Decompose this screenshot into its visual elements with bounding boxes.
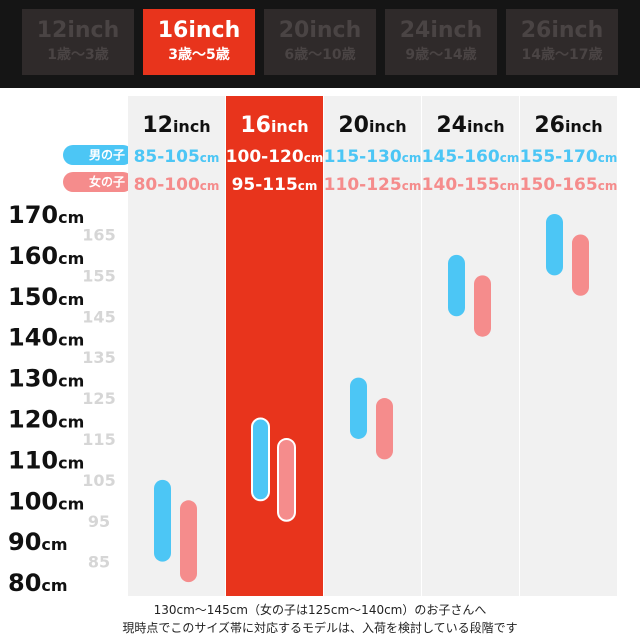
y-major-tick-label: 80cm (8, 569, 68, 597)
tab-size-label: 24inch (399, 18, 483, 43)
y-major-tick-label: 170cm (8, 201, 84, 229)
y-major-tick-label: 120cm (8, 406, 84, 434)
y-minor-tick-label: 165 (82, 225, 115, 244)
girl-range-label: 140-155cm (422, 175, 520, 195)
boy-range-bar (251, 417, 270, 502)
y-minor-tick-label: 105 (82, 471, 115, 490)
tab-size-label: 16inch (157, 18, 241, 43)
tab-12inch[interactable]: 12inch 1歳〜3歳 (22, 9, 134, 75)
y-major-tick-label: 140cm (8, 324, 84, 352)
y-major-tick-label: 130cm (8, 365, 84, 393)
category-label: 26inch (534, 113, 602, 138)
boy-range-label: 85-105cm (134, 147, 220, 167)
boy-range-bar (448, 254, 465, 317)
tab-24inch[interactable]: 24inch 9歳〜14歳 (385, 9, 497, 75)
y-major-tick-label: 110cm (8, 446, 84, 474)
footnote-line-1: 130cm〜145cm（女の子は125cm〜140cm）のお子さんへ (153, 603, 487, 617)
column-bg-26inch (520, 96, 617, 596)
category-label: 20inch (338, 113, 406, 138)
tab-age-label: 9歳〜14歳 (405, 47, 477, 63)
category-label: 24inch (436, 113, 504, 138)
tab-age-label: 1歳〜3歳 (47, 47, 109, 63)
tab-size-label: 12inch (36, 18, 120, 43)
y-major-tick-label: 160cm (8, 242, 84, 270)
boy-range-label: 155-170cm (520, 147, 618, 167)
tab-age-label: 6歳〜10歳 (284, 47, 356, 63)
boy-range-label: 145-160cm (422, 147, 520, 167)
y-minor-tick-label: 95 (88, 512, 110, 531)
y-minor-tick-label: 135 (82, 348, 115, 367)
category-label: 16inch (240, 113, 308, 138)
y-major-tick-label: 150cm (8, 283, 84, 311)
size-tab-bar: 12inch 1歳〜3歳 16inch 3歳〜5歳 20inch 6歳〜10歳 … (0, 0, 640, 88)
y-major-tick-label: 100cm (8, 487, 84, 515)
tab-20inch[interactable]: 20inch 6歳〜10歳 (264, 9, 376, 75)
y-minor-tick-label: 145 (82, 307, 115, 326)
footnote-line-2: 現時点でこのサイズ帯に対応するモデルは、入荷を検討している段階です (122, 621, 518, 635)
tab-16inch[interactable]: 16inch 3歳〜5歳 (143, 9, 255, 75)
y-minor-tick-label: 155 (82, 266, 115, 285)
tab-age-label: 14歳〜17歳 (521, 47, 603, 63)
tab-26inch[interactable]: 26inch 14歳〜17歳 (506, 9, 618, 75)
boy-range-label: 100-120cm (226, 147, 324, 167)
category-label: 12inch (142, 113, 210, 138)
tab-size-label: 26inch (520, 18, 604, 43)
column-bg-16inch (226, 96, 323, 596)
boy-range-label: 115-130cm (324, 147, 422, 167)
boy-range-bar (546, 214, 563, 276)
y-major-tick-label: 90cm (8, 528, 68, 556)
girl-range-bar (180, 500, 197, 583)
y-minor-tick-label: 115 (82, 430, 115, 449)
girl-range-label: 95-115cm (232, 175, 318, 195)
tab-age-label: 3歳〜5歳 (168, 47, 230, 63)
girl-range-label: 80-100cm (134, 175, 220, 195)
column-bg-24inch (422, 96, 519, 596)
y-minor-tick-label: 85 (88, 553, 110, 572)
girl-range-label: 150-165cm (520, 175, 618, 195)
girl-range-bar (277, 437, 296, 522)
girl-range-label: 110-125cm (324, 175, 422, 195)
column-bg-20inch (324, 96, 421, 596)
column-bg-12inch (128, 96, 225, 596)
y-minor-tick-label: 125 (82, 389, 115, 408)
tab-size-label: 20inch (278, 18, 362, 43)
boy-range-bar (154, 479, 171, 562)
legend-girl: 女の子 (63, 172, 133, 192)
boy-range-bar (350, 377, 367, 439)
girl-range-bar (474, 275, 491, 337)
girl-range-bar (572, 234, 589, 296)
legend-boy: 男の子 (63, 145, 133, 165)
size-range-chart: 85 95 105 115 125 135 145 155 165 80cm 90cm 100cm 11… (8, 96, 618, 597)
girl-range-bar (376, 398, 393, 460)
